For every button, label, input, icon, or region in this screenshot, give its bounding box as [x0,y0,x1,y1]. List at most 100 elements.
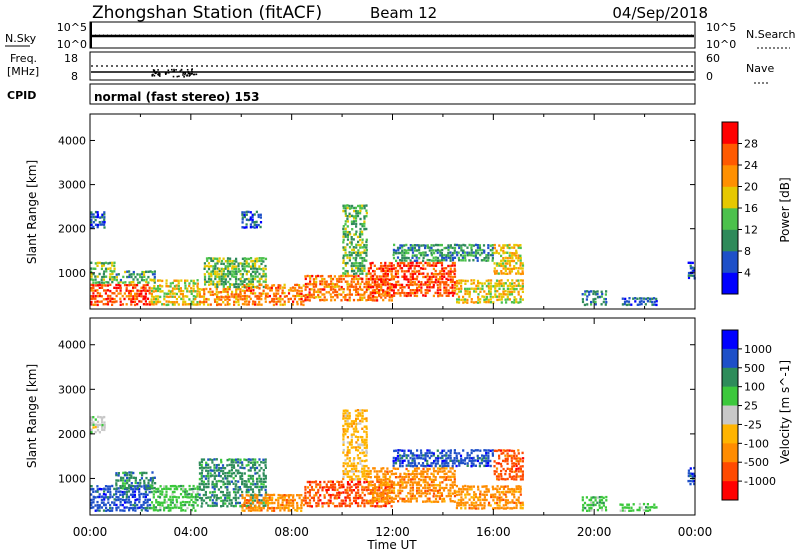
power-cbar-label-3: 16 [744,202,758,215]
freq-point-10 [151,75,154,77]
freq-point-6 [187,72,190,75]
power-colorbar-label: Power [dB] [778,177,792,242]
power-colorbar-bin-7 [722,122,738,144]
nsearch-tick-bottom: 10^0 [706,38,736,51]
freq-point-49 [159,75,161,77]
scatter-region-1 [90,261,116,284]
ytick-label-0: 1000 [58,267,86,280]
freq-point-52 [180,69,183,71]
scatter-region-0 [90,283,152,307]
power-colorbar: 4 8 12 16 20 24 28 Power [dB] [721,121,792,295]
freq-point-45 [155,72,157,74]
scatter-region-2 [115,471,157,490]
power-colorbar-bin-6 [722,143,738,166]
freq-point-37 [157,73,160,76]
scatter-region-10 [342,204,368,276]
freq-point-53 [186,74,188,76]
scatter-region-3 [115,270,156,284]
scatter-region-8 [241,210,263,229]
velocity-colorbar-bin-8 [722,481,738,501]
freq-point-47 [193,73,195,76]
scatter-region-4 [150,279,199,307]
freq-point-4 [157,69,159,71]
scatter-region-12 [581,495,608,512]
freq-panel: Freq. [MHz] 18 8 60 0 Nave [7,51,774,84]
nsearch-label: N.Search [746,28,796,41]
scatter-region-1 [90,415,106,434]
ytick-label-1: 2000 [58,428,86,441]
freq-point-13 [153,74,156,77]
freq-point-50 [176,75,179,78]
freq-point-11 [189,74,191,76]
nsky-label: N.Sky [5,32,37,45]
ytick-label-2: 3000 [58,383,86,396]
freq-point-27 [182,72,184,74]
velocity-cbar-label-4: -25 [744,418,762,431]
power-cbar-label-0: 4 [744,267,751,280]
freq-unit: [MHz] [7,65,39,78]
freq-point-34 [178,75,180,78]
power-panel: 1000 2000 3000 4000 Slant Range [km] [25,113,696,310]
date-label: 04/Sep/2018 [612,4,708,22]
nsky-tick-top: 10^5 [57,21,87,34]
scatter-region-13 [455,279,524,304]
freq-point-44 [156,71,158,73]
velocity-cbar-label-6: -500 [744,456,769,469]
freq-point-3 [179,70,182,72]
velocity-cbar-label-0: 1000 [744,343,772,356]
freq-point-55 [153,69,156,72]
nsky-panel: N.Sky 10^5 10^0 10^5 10^0 N.Search [5,21,796,51]
xtick-label-5: 20:00 [577,525,612,539]
station-title: Zhongshan Station (fitACF) [92,3,322,23]
velocity-colorbar-bin-3 [722,386,738,406]
velocity-cbar-label-5: -100 [744,437,769,450]
scatter-region-15 [581,290,608,307]
freq-point-54 [187,71,190,74]
cpid-panel: normal (fast stereo) 153 [89,83,696,105]
freq-point-42 [153,70,155,73]
freq-tick-bottom: 8 [71,70,78,83]
freq-point-43 [183,71,186,74]
freq-point-56 [164,72,167,74]
velocity-colorbar-bin-1 [722,348,738,369]
power-cbar-label-4: 20 [744,181,758,194]
xtick-label-4: 16:00 [476,525,511,539]
freq-label: Freq. [10,52,37,65]
freq-point-28 [195,73,198,76]
velocity-panel: 1000 2000 3000 4000 00:00 04:00 08:00 12:00 16:… [25,317,712,552]
scatter-region-4 [198,458,268,508]
power-cbar-label-2: 12 [744,224,758,237]
power-colorbar-bin-2 [722,229,738,252]
power-ylabel: Slant Range [km] [25,160,39,264]
nave-tick-bottom: 0 [706,70,713,83]
freq-point-18 [191,70,193,73]
scatter-region-2 [90,210,106,229]
xtick-label-0: 00:00 [73,525,108,539]
scatter-region-8 [367,467,457,504]
scatter-region-14 [493,243,525,276]
freq-point-48 [171,68,173,71]
velocity-colorbar-bin-7 [722,462,738,482]
freq-point-5 [172,70,174,73]
scatter-region-3 [150,484,200,512]
ytick-label-3: 4000 [58,339,86,352]
velocity-cbar-label-3: 25 [744,400,758,413]
scatter-region-5 [198,287,242,307]
velocity-cbar-label-1: 500 [744,362,765,375]
power-colorbar-bin-3 [722,208,738,230]
velocity-colorbar-bin-5 [722,424,738,444]
time-axis-label: Time UT [366,538,417,552]
freq-point-14 [173,70,175,72]
cpid-label: CPID [7,89,36,102]
scatter-region-16 [621,297,658,307]
power-cbar-label-5: 24 [744,159,758,172]
velocity-colorbar-bin-0 [722,330,738,350]
velocity-ylabel: Slant Range [km] [25,364,39,468]
freq-point-39 [182,74,184,76]
scatter-region-10 [455,484,525,510]
scatter-region-5 [241,493,305,512]
power-colorbar-bin-5 [722,165,738,187]
velocity-colorbar-bin-6 [722,443,738,463]
nave-label: Nave [746,62,774,75]
